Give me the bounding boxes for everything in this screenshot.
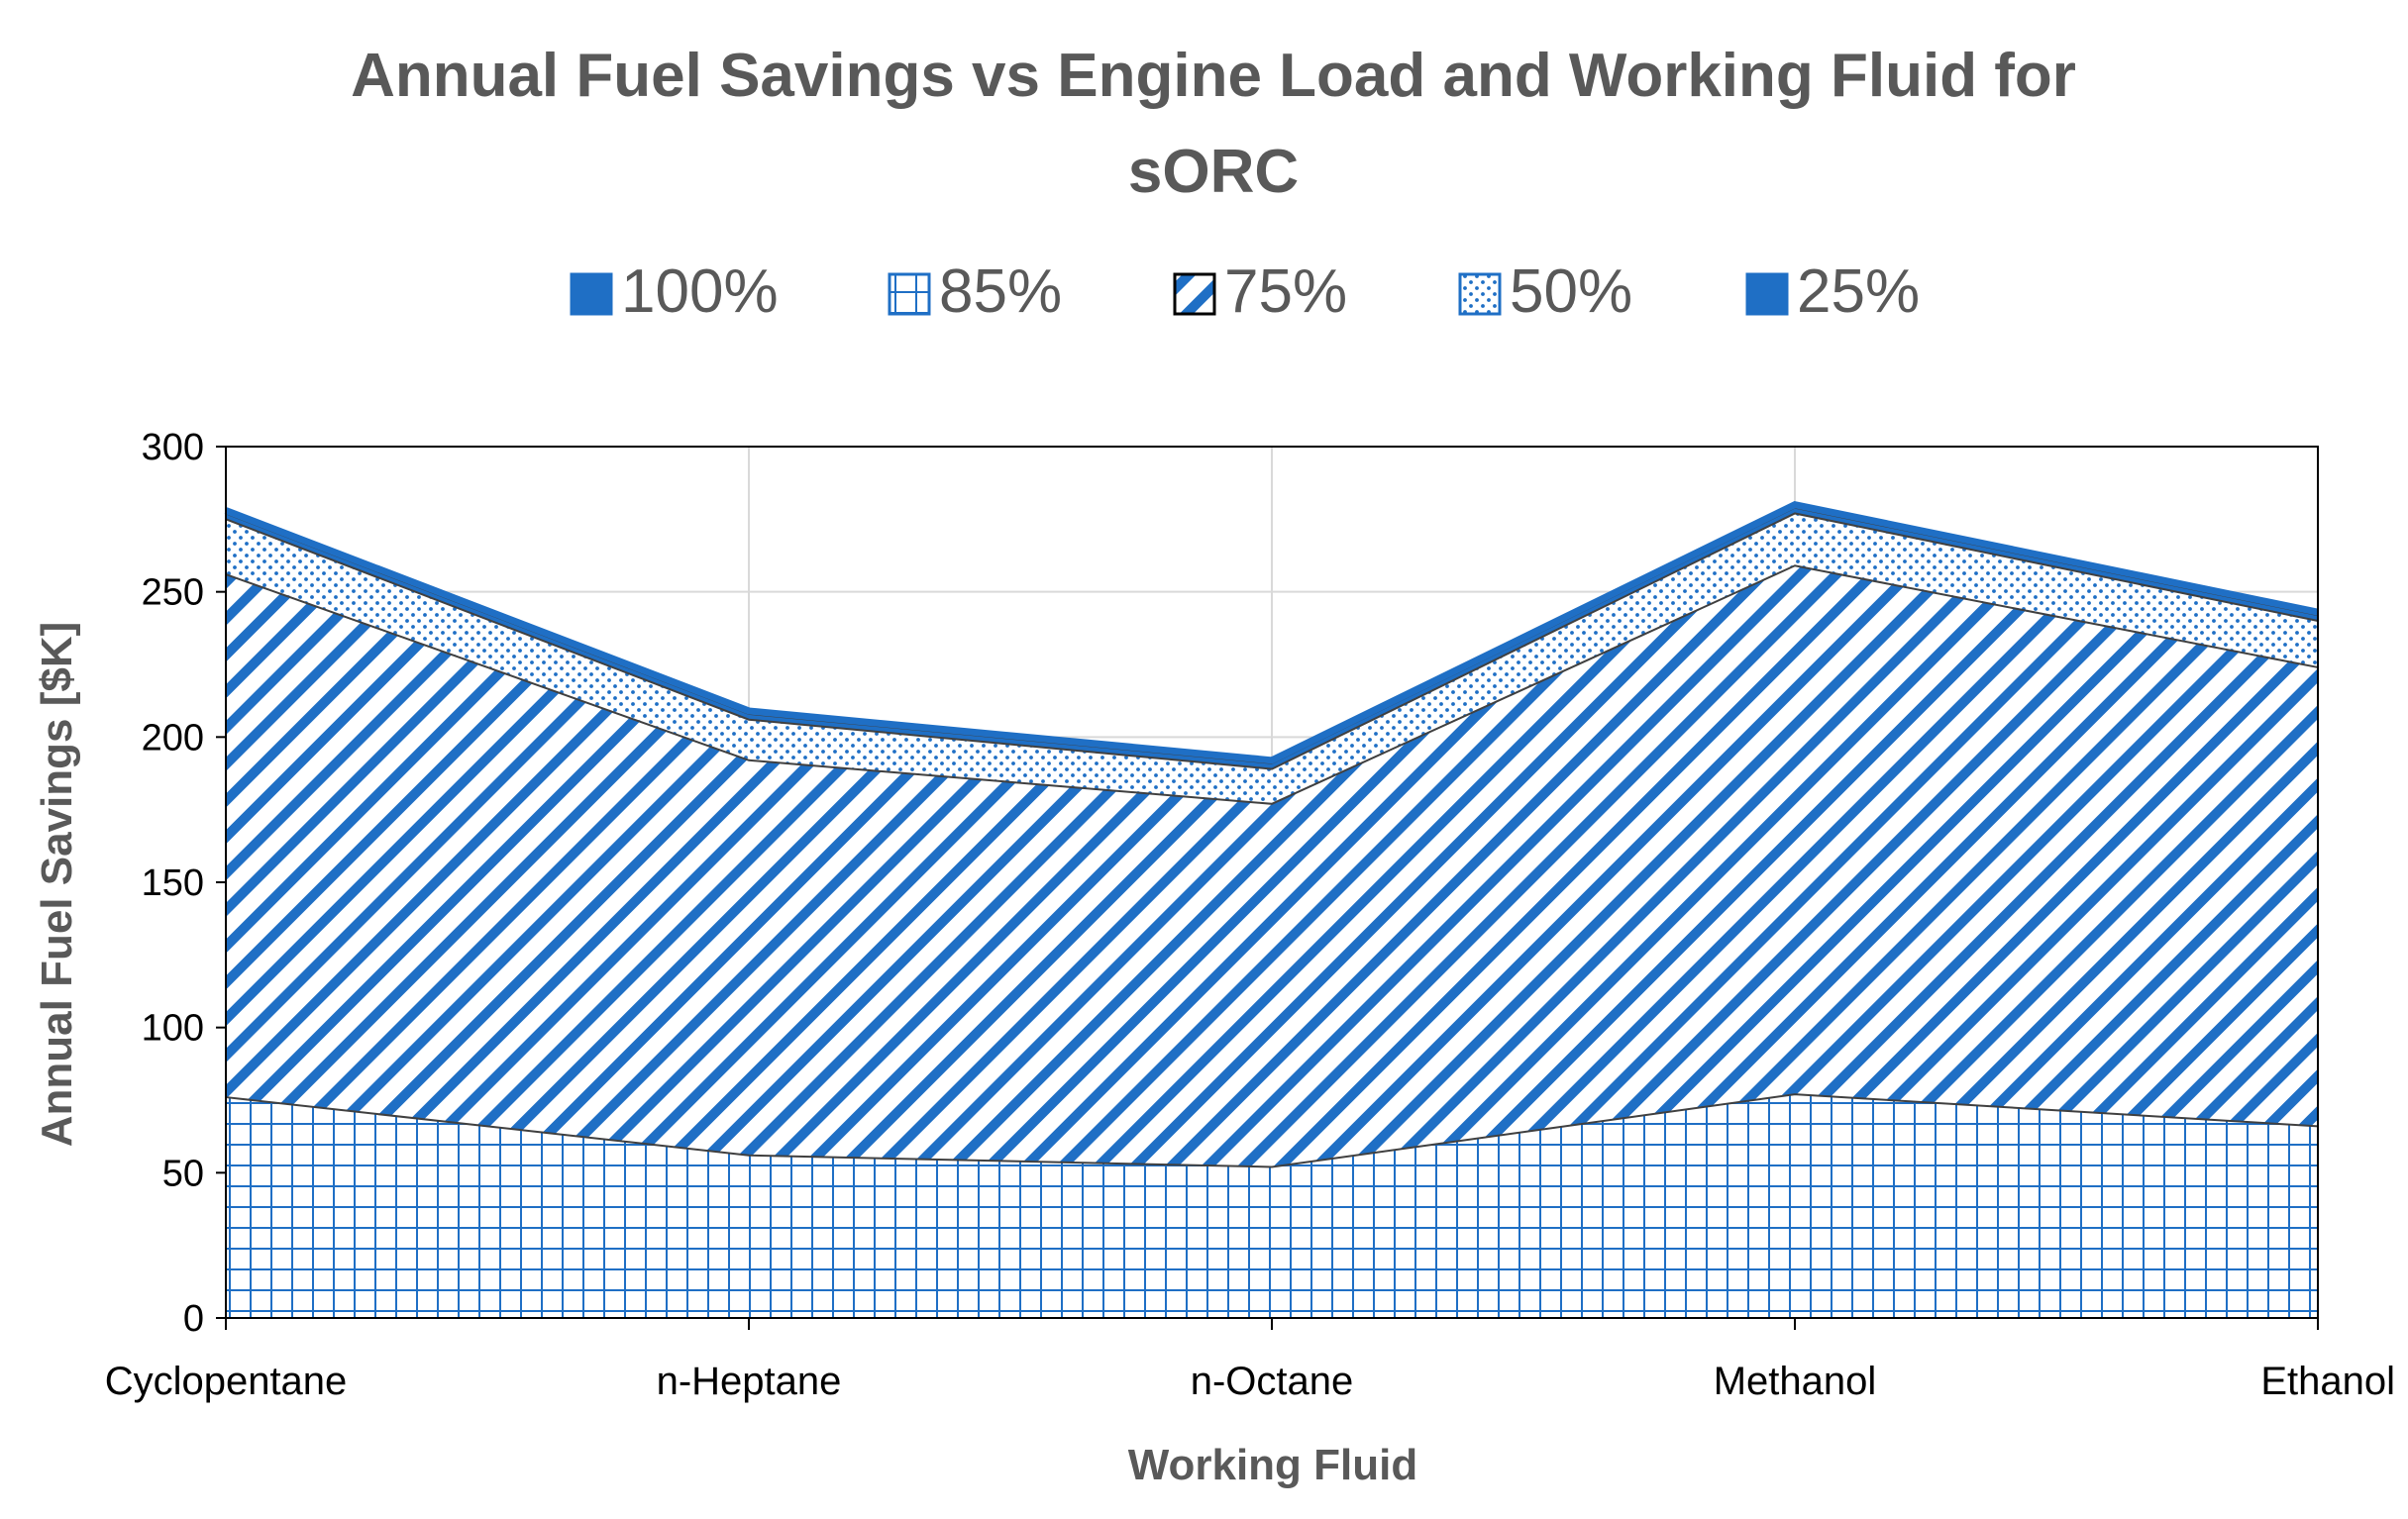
area-boundary-100pct bbox=[224, 500, 2319, 764]
area-series bbox=[224, 500, 2319, 1318]
legend-item-50pct: 50% bbox=[1458, 257, 1632, 326]
legend-swatch-85pct bbox=[888, 272, 931, 316]
y-tick-label: 150 bbox=[142, 862, 204, 904]
y-axis-ticks: 0 50 100 150 200 250 300 bbox=[142, 427, 226, 1340]
legend-label: 85% bbox=[939, 257, 1062, 326]
legend-item-75pct: 75% bbox=[1173, 257, 1347, 326]
legend-label: 25% bbox=[1797, 257, 1920, 326]
x-axis-label: Working Fluid bbox=[1128, 1441, 1418, 1489]
legend-swatch-75pct bbox=[1173, 272, 1216, 316]
legend-item-85pct: 85% bbox=[888, 257, 1062, 326]
legend-label: 75% bbox=[1224, 257, 1347, 326]
area-series-85pct bbox=[226, 1094, 2318, 1318]
legend-swatch-25pct bbox=[1745, 272, 1789, 316]
x-tick-label: n-Octane bbox=[1191, 1360, 1354, 1403]
area-series-50pct bbox=[226, 513, 2318, 804]
legend-item-100pct: 100% bbox=[570, 257, 779, 326]
legend: 100% 85% 75% 50% 25% bbox=[570, 257, 1920, 326]
legend-label: 50% bbox=[1510, 257, 1632, 326]
y-tick-label: 250 bbox=[142, 572, 204, 614]
x-tick-label: Methanol bbox=[1714, 1360, 1877, 1403]
area-boundary-50pct bbox=[225, 512, 2319, 770]
y-axis-label: Annual Fuel Savings [$K] bbox=[33, 622, 81, 1148]
legend-swatch-50pct bbox=[1458, 272, 1502, 316]
legend-item-25pct: 25% bbox=[1745, 257, 1920, 326]
y-tick-label: 50 bbox=[162, 1153, 204, 1194]
legend-label: 100% bbox=[621, 257, 779, 326]
chart-title-line2: sORC bbox=[1128, 138, 1299, 206]
chart-title-line1: Annual Fuel Savings vs Engine Load and W… bbox=[351, 42, 2076, 110]
legend-swatch-100pct bbox=[570, 272, 613, 316]
x-tick-label: Cyclopentane bbox=[105, 1360, 348, 1403]
y-tick-label: 200 bbox=[142, 717, 204, 759]
area-boundary-75pct bbox=[225, 564, 2319, 805]
area-boundary-85pct bbox=[225, 1093, 2319, 1168]
x-tick-label: Ethanol bbox=[2260, 1360, 2395, 1403]
y-tick-label: 0 bbox=[183, 1298, 204, 1340]
x-tick-label: n-Heptane bbox=[657, 1360, 842, 1403]
y-tick-label: 100 bbox=[142, 1008, 204, 1050]
y-tick-label: 300 bbox=[142, 427, 204, 468]
area-series-75pct bbox=[226, 565, 2318, 1167]
x-axis-ticks: Cyclopentane n-Heptane n-Octane Methanol Eth… bbox=[105, 1318, 2395, 1403]
